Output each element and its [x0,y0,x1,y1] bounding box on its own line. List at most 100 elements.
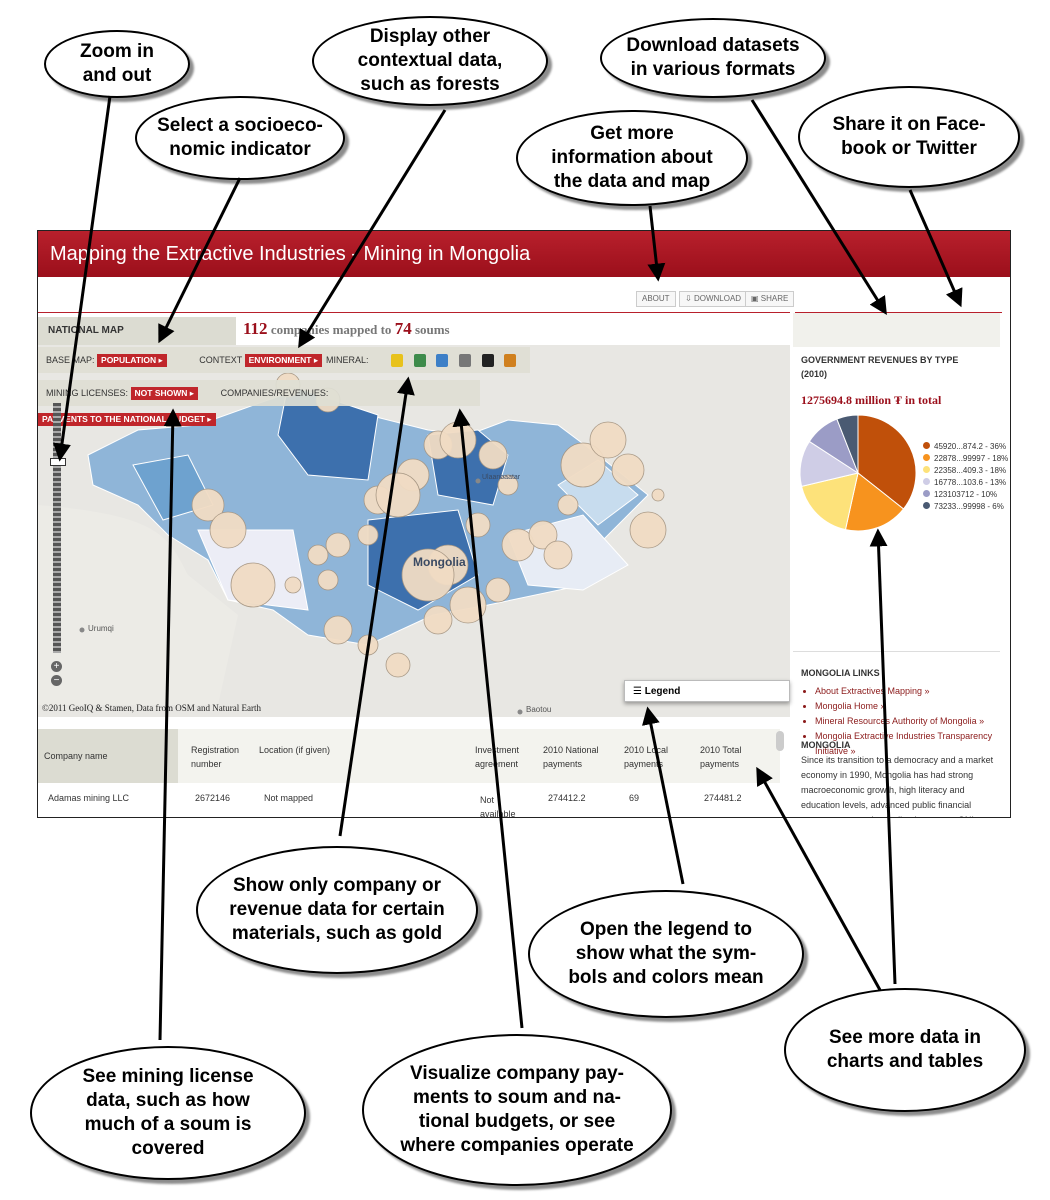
company-bubble[interactable] [543,540,573,570]
zoom-in-icon[interactable]: + [51,661,62,672]
company-bubble[interactable] [449,586,487,624]
legend-button[interactable]: ☰ Legend [624,680,790,702]
company-bubble[interactable] [560,442,606,488]
company-bubble[interactable] [307,544,329,566]
coal-icon[interactable] [459,354,471,367]
cell-registration: 2672146 [195,793,231,803]
company-bubble[interactable] [557,494,579,516]
col-header[interactable]: Company name [44,751,108,761]
companies-table: Company name Registration number Locatio… [38,729,790,817]
company-bubble[interactable] [589,421,627,459]
legend-label: 73233...99998 - 6% [934,502,1004,511]
company-bubble[interactable] [230,562,276,608]
oil-icon[interactable] [482,354,494,367]
revenue-pie-chart[interactable] [798,413,923,538]
map-credits: ©2011 GeoIQ & Stamen, Data from OSM and … [42,703,261,713]
col-header[interactable]: 2010 Local payments [624,745,669,769]
company-bubble[interactable] [485,577,511,603]
company-bubble[interactable] [325,532,351,558]
callout-charts: See more data in charts and tables [784,988,1026,1112]
download-button[interactable]: ⇩ DOWNLOAD [679,291,748,307]
context-select[interactable]: ENVIRONMENT ▸ [244,354,323,367]
licenses-label: MINING LICENSES: [46,388,129,398]
company-bubble[interactable] [478,440,508,470]
zoom-track[interactable] [53,403,61,653]
mineral-label: MINERAL: [326,355,369,365]
map-controls-row1: BASE MAP: POPULATION ▸ CONTEXT ENVIRONME… [38,347,530,373]
link-mongolia-home[interactable]: Mongolia Home » [815,699,1008,714]
company-bubble[interactable] [357,524,379,546]
copper-icon[interactable] [414,354,426,367]
zoom-out-icon[interactable]: − [51,675,62,686]
company-bubble[interactable] [528,520,558,550]
national-map-tab[interactable]: NATIONAL MAP [38,317,236,345]
table-header-first-col [38,729,178,783]
city-label: Baotou [526,705,552,714]
context-label: CONTEXT [199,355,243,365]
cell-location: Not mapped [264,793,314,803]
fluorspar-icon[interactable] [504,354,516,367]
legend-label: 22878...99997 - 18% [934,454,1009,463]
revenues-year: (2010) [801,369,828,379]
about-button[interactable]: ABOUT [636,291,676,307]
company-bubble[interactable] [629,511,667,549]
city-dot [79,627,85,633]
company-bubble[interactable] [284,576,302,594]
legend-label: 45920...874.2 - 36% [934,442,1007,451]
divider [793,651,1000,652]
col-header[interactable]: Location (if given) [259,745,331,755]
callout-zoom: Zoom in and out [44,30,190,98]
zoom-slider[interactable]: + − [50,403,66,688]
gold-icon[interactable] [391,354,403,367]
col-header[interactable]: 2010 National payments [543,745,599,769]
app-screenshot: Mapping the Extractive Industries - Mini… [37,230,1011,818]
base-map-select[interactable]: POPULATION ▸ [97,354,167,367]
pie-legend-item: 16778...103.6 - 13% [923,478,1006,487]
col-header[interactable]: Registration number [191,745,240,769]
companies-select[interactable]: PAYMENTS TO THE NATIONAL BUDGET ▸ [38,413,216,426]
link-eiti[interactable]: Mongolia Extractive Industries Transpare… [815,729,1008,759]
company-bubble[interactable] [651,488,665,502]
company-bubble[interactable] [423,605,453,635]
legend-swatch [923,502,930,509]
cell-national: 274412.2 [548,793,586,803]
pie-slice[interactable] [836,414,859,474]
pie-slice[interactable] [800,472,859,531]
pie-slice[interactable] [857,414,917,510]
pie-slice[interactable] [844,472,905,532]
callout-payments: Visualize company pay- ments to soum and… [362,1034,672,1186]
callout-legend: Open the legend to show what the sym- bo… [528,890,804,1018]
pie-legend-item: 22878...99997 - 18% [923,454,1008,463]
callout-share: Share it on Face- book or Twitter [798,86,1020,188]
link-about-mapping[interactable]: About Extractives Mapping » [815,684,1008,699]
iron-icon[interactable] [436,354,448,367]
company-bubble[interactable] [385,652,411,678]
cell-investment: Not available [480,795,516,818]
col-header[interactable]: 2010 Total payments [700,745,742,769]
company-bubble[interactable] [317,569,339,591]
licenses-select[interactable]: NOT SHOWN ▸ [130,387,199,400]
zoom-handle[interactable] [50,458,66,466]
company-bubble[interactable] [611,453,645,487]
company-bubble[interactable] [209,511,247,549]
col-header[interactable]: Investment agreement [475,745,520,769]
companies-label: COMPANIES/REVENUES: [220,388,329,398]
share-button[interactable]: ▣ SHARE [745,291,795,307]
company-bubble[interactable] [323,615,353,645]
link-mineral-authority[interactable]: Mineral Resources Authority of Mongolia … [815,714,1008,729]
callout-indicator: Select a socioeco- nomic indicator [135,96,345,180]
legend-label: 123103712 - 10% [934,490,998,499]
city-label: Urumqi [88,624,114,633]
side-panel: GOVERNMENT REVENUES BY TYPE (2010) 12756… [793,313,1008,817]
city-dot [517,709,523,715]
legend-label: 16778...103.6 - 13% [934,478,1007,487]
base-map-label: BASE MAP: [46,355,95,365]
company-bubble[interactable] [439,421,477,459]
company-bubble[interactable] [465,512,491,538]
table-scrollbar[interactable] [776,731,784,751]
company-bubble[interactable] [191,488,225,522]
company-bubble[interactable] [357,634,379,656]
company-bubble[interactable] [375,472,421,518]
pie-legend-item: 22358...409.3 - 18% [923,466,1006,475]
legend-swatch [923,466,930,473]
